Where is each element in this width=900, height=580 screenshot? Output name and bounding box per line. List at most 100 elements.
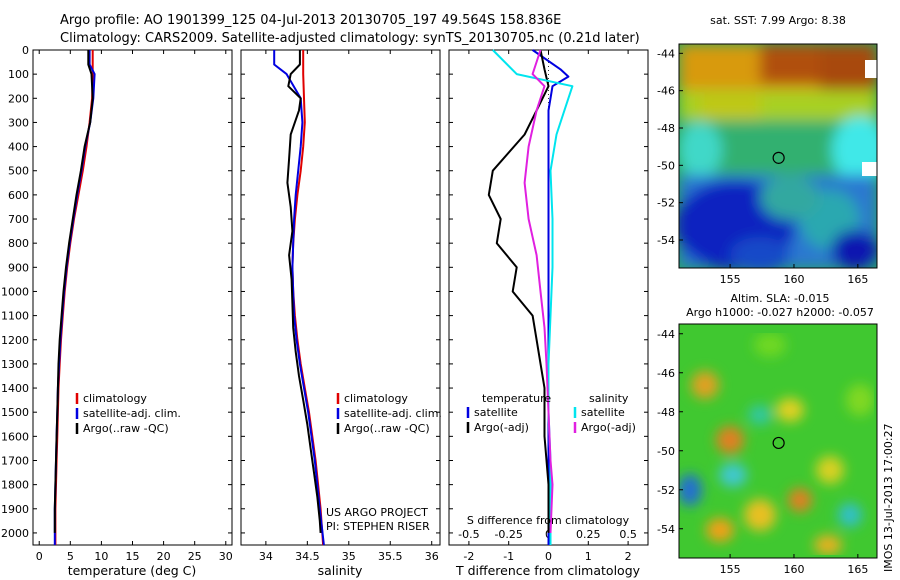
s-diff-tick-label: -0.5 [458, 528, 479, 541]
x-tick-label: 36 [425, 550, 439, 563]
sla-map-panel: Altim. SLA: -0.015 Argo h1000: -0.027 h2… [657, 292, 878, 576]
salinity-axes-frame [240, 49, 441, 546]
difference-series [487, 49, 574, 545]
depth-tick-label: 1900 [1, 503, 29, 516]
map-x-tick-label: 155 [720, 273, 741, 286]
depth-tick-label: 400 [8, 141, 29, 154]
map-y-tick-label: -50 [657, 159, 675, 172]
legend-group-title: temperature [482, 392, 551, 405]
map-x-tick-label: 160 [783, 563, 804, 576]
salinity-legend: climatology satellite-adj. clim. Argo(..ra… [336, 392, 442, 435]
map-y-tick-label: -44 [657, 328, 675, 341]
series-line-salinity-argo-adj- [523, 49, 554, 533]
depth-tick-label: 600 [8, 189, 29, 202]
temperature-x-axis: 0 5 10 15 20 25 30 [33, 49, 233, 563]
depth-tick-label: 200 [8, 92, 29, 105]
map-y-tick-label: -54 [657, 523, 675, 536]
map-y-tick-label: -46 [657, 85, 675, 98]
x-tick-label: 34.5 [295, 550, 320, 563]
depth-tick-label: 1300 [1, 358, 29, 371]
sla-field [679, 324, 877, 558]
depth-tick-label: 1600 [1, 430, 29, 443]
depth-tick-label: 0 [22, 44, 29, 57]
legend-label: climatology [83, 392, 147, 405]
map-x-tick-label: 155 [720, 563, 741, 576]
legend-label: climatology [344, 392, 408, 405]
depth-tick-label: 2000 [1, 527, 29, 540]
series-line-argo-raw-qc- [286, 50, 322, 533]
salinity-profile-panel: 34 34.5 35 35.5 36 climatology satellite-adj.… [240, 49, 442, 578]
series-line-argo-raw-qc- [53, 50, 94, 533]
sst-field [679, 44, 877, 268]
temperature-axes-frame [32, 49, 233, 546]
depth-tick-label: 1800 [1, 479, 29, 492]
sst-map-panel: sat. SST: 7.99 Argo: 8.38 [657, 14, 878, 286]
series-line-temperature-argo-adj- [487, 49, 550, 533]
map-y-tick-label: -52 [657, 197, 675, 210]
map-y-tick-label: -48 [657, 406, 675, 419]
x-tick-label: 5 [67, 550, 74, 563]
temperature-legend: climatology satellite-adj. clim. Argo(..ra… [75, 392, 181, 435]
figure-title-line2: Climatology: CARS2009. Satellite-adjuste… [60, 31, 640, 46]
s-diff-tick-label: 0.25 [576, 528, 601, 541]
depth-tick-label: 1500 [1, 406, 29, 419]
depth-tick-label: 1400 [1, 382, 29, 395]
map-y-tick-label: -44 [657, 47, 675, 60]
salinity-x-label: salinity [318, 563, 363, 578]
legend-label: satellite-adj. clim. [344, 407, 442, 420]
depth-tick-label: 1700 [1, 454, 29, 467]
difference-x-axis: -2 -1 0 1 2 [449, 49, 648, 563]
s-difference-label: S difference from climatology [467, 514, 630, 527]
credit-line1: US ARGO PROJECT [326, 506, 428, 519]
temperature-profile-panel: 0100200300400500600700800900100011001200… [1, 44, 233, 578]
sst-map-title: sat. SST: 7.99 Argo: 8.38 [710, 14, 846, 27]
legend-label: satellite-adj. clim. [83, 407, 181, 420]
s-diff-tick-label: -0.25 [494, 528, 522, 541]
depth-tick-label: 1200 [1, 334, 29, 347]
depth-tick-label: 900 [8, 261, 29, 274]
legend-group-title: salinity [589, 392, 629, 405]
timestamp-label: IMOS 13-Jul-2013 17:00:27 [882, 423, 895, 572]
map-y-tick-label: -48 [657, 122, 675, 135]
x-tick-label: 10 [94, 550, 108, 563]
argo-float-marker [772, 436, 785, 450]
x-tick-label: 2 [625, 550, 632, 563]
map-x-tick-label: 165 [847, 273, 868, 286]
sst-map-axes: 155 160 165 -44 -46 -48 -50 -52 -54 [657, 47, 868, 286]
x-tick-label: 15 [126, 550, 140, 563]
sla-map-frame [678, 323, 878, 559]
legend-label: satellite [474, 406, 518, 419]
x-tick-label: 34 [259, 550, 273, 563]
depth-tick-label: 700 [8, 213, 29, 226]
legend-label: Argo(..raw -QC) [83, 422, 169, 435]
legend-label: Argo(-adj) [581, 421, 636, 434]
map-y-tick-label: -46 [657, 367, 675, 380]
temperature-x-label: temperature (deg C) [68, 563, 197, 578]
figure-title-line1: Argo profile: AO 1901399_125 04-Jul-2013… [60, 13, 561, 28]
salinity-series [273, 50, 325, 546]
x-tick-label: -2 [463, 550, 474, 563]
series-line-satellite-adj-clim- [273, 50, 325, 546]
x-tick-label: 30 [219, 550, 233, 563]
map-y-tick-label: -52 [657, 484, 675, 497]
legend-label: Argo(-adj) [474, 421, 529, 434]
t-difference-x-label: T difference from climatology [455, 563, 641, 578]
x-tick-label: 20 [157, 550, 171, 563]
x-tick-label: 0 [36, 550, 43, 563]
x-tick-label: 25 [188, 550, 202, 563]
depth-axis: 0 100 200 300 400 500 600 700 800 900 1000 1100 1200… [1, 44, 29, 540]
difference-legend: temperaturesatelliteArgo(-adj)salinitysa… [466, 392, 636, 434]
depth-tick-label: 1100 [1, 310, 29, 323]
difference-profile-panel: -2 -1 0 1 2 -0.5 -0.25 0 0.25 0.5 temperaturesat… [448, 49, 649, 578]
sla-map-subtitle: Argo h1000: -0.027 h2000: -0.057 [686, 306, 874, 319]
map-x-tick-label: 160 [783, 273, 804, 286]
map-y-tick-label: -50 [657, 445, 675, 458]
x-tick-label: 35.5 [378, 550, 403, 563]
sla-map-axes: 155 160 165 -44 -46 -48 -50 -52 -54 [657, 328, 868, 576]
legend-label: satellite [581, 406, 625, 419]
sla-map-title: Altim. SLA: -0.015 [730, 292, 829, 305]
argo-float-marker [772, 151, 785, 164]
credit-line2: PI: STEPHEN RISER [326, 520, 430, 533]
legend-label: Argo(..raw -QC) [344, 422, 430, 435]
map-y-tick-label: -54 [657, 234, 675, 247]
